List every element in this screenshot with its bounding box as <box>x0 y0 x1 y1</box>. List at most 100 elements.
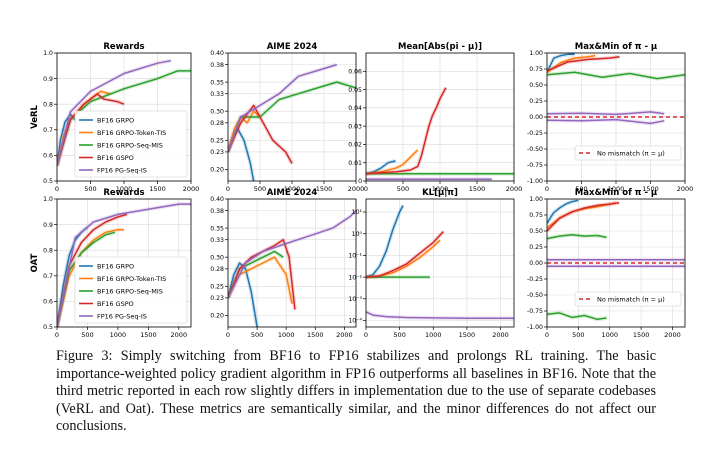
x-tick-label: 1000 <box>425 331 442 339</box>
y-tick-label: 0.28 <box>210 266 224 273</box>
y-tick-label: 0.8 <box>43 247 53 254</box>
plot-area <box>228 199 356 327</box>
mismatch-legend-box <box>574 145 682 161</box>
y-tick-label: 1.00 <box>529 50 543 57</box>
series-line <box>57 59 172 166</box>
plot-area <box>366 199 514 327</box>
y-tick-label: -0.25 <box>527 130 543 137</box>
y-tick-label: 0.00 <box>529 260 543 267</box>
y-tick-label: 0.35 <box>210 79 224 86</box>
y-tick-label: 0.00 <box>529 114 543 121</box>
y-tick-label: -0.50 <box>527 292 543 299</box>
x-tick-label: 1500 <box>140 331 157 339</box>
legend-label: BF16 GRPO <box>97 116 134 124</box>
y-tick-label: 1.0 <box>43 196 53 203</box>
y-tick-label: 0.7 <box>43 127 53 134</box>
x-tick-label: 2000 <box>664 331 681 339</box>
y-tick-label: 1.00 <box>529 196 543 203</box>
y-tick-label: 0.50 <box>529 228 543 235</box>
legend-label: BF16 GRPO <box>97 262 134 270</box>
x-tick-label: 2000 <box>183 185 200 193</box>
x-tick-label: 1500 <box>316 185 333 193</box>
y-tick-label: 0.38 <box>210 62 224 69</box>
chart-title: Mean[Abs(pi - μ)] <box>398 42 482 52</box>
x-tick-label: 0 <box>226 331 230 339</box>
y-tick-label: 0.25 <box>210 137 224 144</box>
x-tick-label: 1500 <box>633 331 650 339</box>
y-tick-label: 0.06 <box>348 68 362 75</box>
series-group <box>366 86 514 181</box>
figure-panel-grid: 0 500 1000 1500 2000 0.5 0.6 0.7 0.8 0.9 1.0 Reward… <box>30 42 693 339</box>
series-group <box>57 58 191 167</box>
legend-box <box>74 110 188 178</box>
y-tick-label: -0.50 <box>527 146 543 153</box>
y-tick-label: -0.25 <box>527 276 543 283</box>
series-line <box>366 230 444 278</box>
x-tick-label: 500 <box>254 185 266 193</box>
mismatch-label: No mismatch (π = μ) <box>597 149 665 157</box>
x-tick-label: 1000 <box>116 185 133 193</box>
y-tick-label: 0.33 <box>210 237 224 244</box>
chart-verl-mean-abs: 0 500 1000 1500 200000.010.020.030.040.050.0… <box>348 42 522 193</box>
chart-title: Max&Min of π - μ <box>575 42 657 52</box>
x-tick-label: 2000 <box>171 331 188 339</box>
mismatch-legend-box <box>574 291 682 307</box>
x-tick-label: 1000 <box>284 185 301 193</box>
y-tick-label: 0.75 <box>529 212 543 219</box>
row-label: VeRL <box>30 104 40 128</box>
ticks: 0 500 1000 1500 2000 0.5 0.6 0.7 0.8 0.9 1.0 <box>43 50 199 193</box>
x-tick-label: 0 <box>55 185 59 193</box>
chart-title: Rewards <box>103 188 144 198</box>
series-line <box>547 199 579 224</box>
series-line <box>547 234 607 240</box>
axes-frame <box>365 198 515 328</box>
series-line <box>228 104 293 164</box>
x-tick-label: 2000 <box>336 331 353 339</box>
series-line <box>547 111 665 116</box>
series-group <box>547 199 685 322</box>
series-group <box>228 209 356 327</box>
y-tick-label: -0.75 <box>527 162 543 169</box>
series-line <box>228 63 338 153</box>
mismatch-legend: No mismatch (π = μ) <box>574 291 682 307</box>
ticks: 0 500 1000 1500 2000 -1.00 -0.75 -0.50 -0.25 0.00… <box>527 50 693 193</box>
series-line <box>547 54 596 73</box>
x-tick-label: 1000 <box>110 331 127 339</box>
y-tick-label: 0.23 <box>210 149 224 156</box>
y-tick-label: 0.05 <box>348 87 362 94</box>
y-tick-label: 0.02 <box>348 142 362 149</box>
legend-label: FP16 PG-Seq-IS <box>97 312 147 320</box>
y-tick-label: -1.00 <box>527 324 543 331</box>
y-tick-label: 10⁻¹ <box>348 253 362 260</box>
x-tick-label: 0 <box>545 185 549 193</box>
series-line <box>57 228 124 327</box>
x-tick-label: 1000 <box>601 331 618 339</box>
legend-label: FP16 PG-Seq-IS <box>97 166 147 174</box>
y-tick-label: 1.0 <box>43 50 53 57</box>
series-group <box>228 62 356 181</box>
y-tick-label: 10¹ <box>352 209 363 216</box>
mismatch-legend: No mismatch (π = μ) <box>574 145 682 161</box>
chart-verl-aime: 0 500 1000 1500 2000 0.20 0.23 0.25 0.28 0.30 0.33… <box>210 42 364 193</box>
x-tick-label: 500 <box>397 185 409 193</box>
y-tick-label: 0.40 <box>210 196 224 203</box>
row-label: OAT <box>30 253 40 272</box>
y-tick-label: 10⁻⁴ <box>348 318 362 325</box>
y-tick-label: -0.75 <box>527 308 543 315</box>
y-tick-label: 0.01 <box>348 160 362 167</box>
y-tick-label: 0.28 <box>210 120 224 127</box>
series-line <box>57 203 191 327</box>
legend-box <box>74 256 188 324</box>
chart-title: KL[μ|π] <box>422 188 458 198</box>
chart-oat-maxmin: 0 500 1000 1500 2000 -1.00 -0.75 -0.50 -0.25 0.00… <box>527 188 686 339</box>
chart-oat-kl: 0 500 1000 1500 2000 10⁻⁴ 10⁻³ 10⁻² 10⁻¹ 10⁰ 10¹ KL… <box>348 188 515 339</box>
series-line <box>228 81 356 153</box>
y-tick-label: 0.5 <box>43 324 53 331</box>
legend: BF16 GRPO BF16 GRPO-Token-TIS BF16 GRPO-Se… <box>74 256 188 324</box>
chart-title: Max&Min of π - μ <box>575 188 657 198</box>
x-tick-label: 1500 <box>459 331 476 339</box>
y-tick-label: 0.6 <box>43 153 53 160</box>
y-tick-label: 0.30 <box>210 254 224 261</box>
chart-title: AIME 2024 <box>267 42 318 52</box>
x-tick-label: 2000 <box>677 185 694 193</box>
